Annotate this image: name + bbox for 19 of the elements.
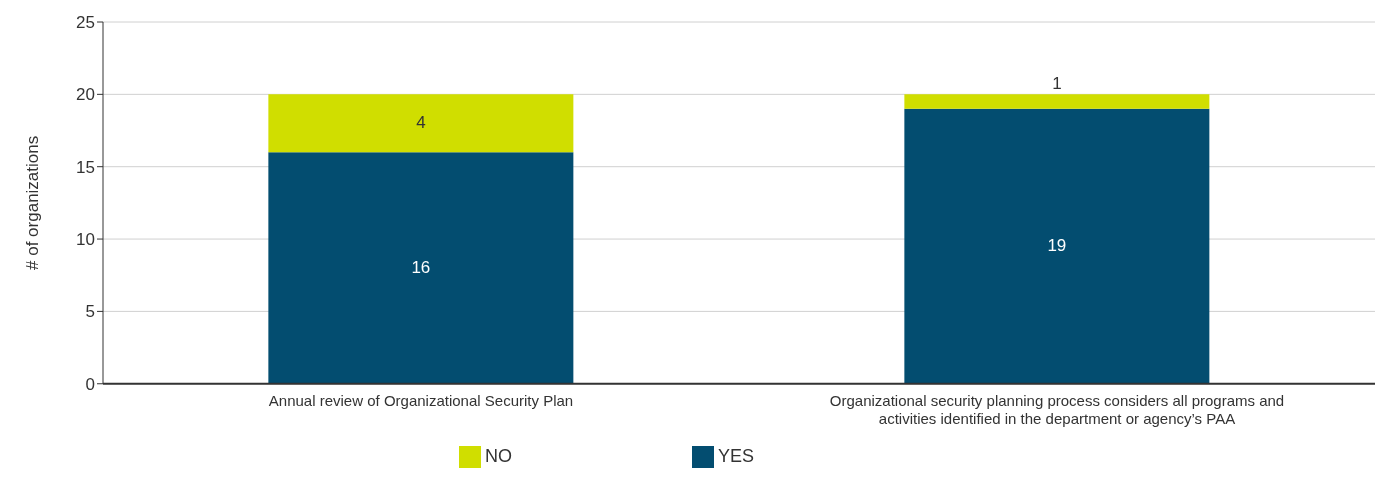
legend-label: YES xyxy=(717,445,755,466)
y-tick-label: 20 xyxy=(76,85,95,105)
data-label: 1 xyxy=(1052,74,1062,94)
data-label: 19 xyxy=(1047,236,1067,256)
x-tick-label: Organizational security planning process considers all programs and activities identified in the department or agency’s PAA xyxy=(829,391,1285,427)
legend-label: NO xyxy=(484,445,512,466)
y-tick-label: 10 xyxy=(76,230,95,250)
data-label: 4 xyxy=(416,113,426,133)
y-tick-label: 25 xyxy=(76,13,95,33)
bar xyxy=(904,108,1210,384)
y-axis-title: # of organizations xyxy=(23,135,43,270)
data-label: 16 xyxy=(411,257,431,277)
y-tick-label: 0 xyxy=(85,374,95,394)
y-tick-label: 5 xyxy=(85,302,95,322)
bar xyxy=(268,152,574,384)
x-tick-label: Annual review of Organizational Security Plan xyxy=(268,391,574,409)
bar xyxy=(904,94,1210,109)
bar xyxy=(268,94,574,153)
y-tick-label: 15 xyxy=(76,157,95,177)
